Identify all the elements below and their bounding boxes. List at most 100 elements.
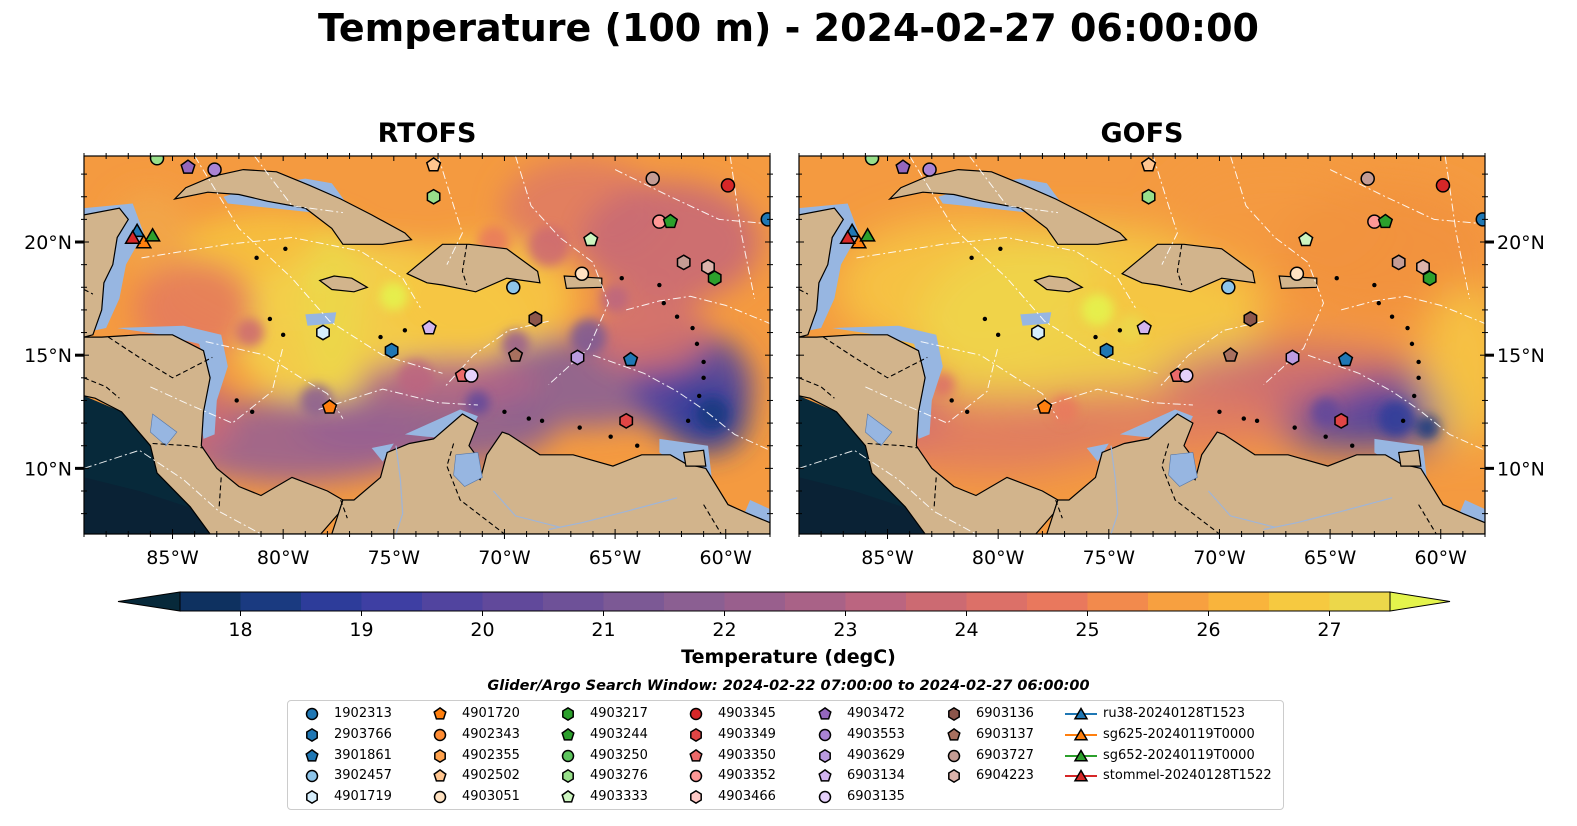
argo-float-marker bbox=[707, 270, 722, 287]
argo-float-marker bbox=[207, 162, 222, 177]
legend-label: 3901861 bbox=[334, 747, 392, 763]
legend-float-marker bbox=[948, 769, 960, 784]
legend-label: 4902502 bbox=[462, 768, 520, 784]
legend-label: 6903727 bbox=[976, 747, 1034, 763]
argo-float-marker bbox=[1222, 347, 1239, 362]
legend-label: 4903250 bbox=[590, 747, 648, 763]
argo-float-marker bbox=[425, 156, 442, 172]
lat-tick-label: 20°N bbox=[1497, 232, 1545, 254]
lat-tick-label: 15°N bbox=[24, 345, 72, 367]
argo-float-marker bbox=[574, 266, 590, 281]
land-yucatan bbox=[84, 207, 130, 338]
argo-float-marker bbox=[583, 231, 599, 247]
argo-float-marker bbox=[645, 171, 660, 186]
legend-float-marker bbox=[818, 728, 832, 742]
legend-float-marker bbox=[305, 748, 319, 762]
glider-marker bbox=[839, 229, 856, 244]
legend-label: 4903051 bbox=[462, 789, 520, 805]
argo-float-marker bbox=[895, 159, 911, 174]
legend-label: 6903137 bbox=[976, 726, 1034, 742]
legend-float-marker bbox=[561, 727, 575, 741]
lon-tick-label: 85°W bbox=[861, 547, 914, 569]
colorbar-segment bbox=[1208, 592, 1270, 611]
lat-tick-label: 20°N bbox=[24, 232, 72, 254]
land-yucatan bbox=[799, 207, 845, 338]
legend-label: sg625-20240119T0000 bbox=[1103, 726, 1255, 742]
legend-glider-marker bbox=[1073, 748, 1089, 762]
legend-label: 4901719 bbox=[334, 789, 392, 805]
land-trinidad bbox=[683, 449, 707, 467]
argo-float-marker bbox=[1036, 399, 1053, 414]
argo-float-marker bbox=[1289, 266, 1305, 281]
land-puertorico bbox=[1278, 275, 1318, 290]
map-content-gofs bbox=[799, 156, 1485, 534]
legend-label: 4903276 bbox=[590, 768, 648, 784]
land-hispaniola bbox=[405, 243, 541, 293]
legend-label: 4903333 bbox=[590, 789, 648, 805]
legend-label: 4903352 bbox=[718, 768, 776, 784]
argo-float-marker bbox=[1416, 258, 1430, 275]
colorbar-segment bbox=[724, 592, 786, 611]
legend-float-marker bbox=[306, 790, 318, 805]
glider-marker bbox=[859, 227, 876, 242]
legend-label: 6903136 bbox=[976, 706, 1034, 721]
legend-glider-marker bbox=[1073, 707, 1089, 720]
legend-float-marker bbox=[819, 748, 831, 763]
legend-label: 4903349 bbox=[718, 726, 776, 742]
land-jamaica bbox=[318, 275, 369, 293]
lon-tick-label: 60°W bbox=[1415, 547, 1468, 569]
legend-float-marker bbox=[561, 790, 575, 803]
argo-float-marker bbox=[1337, 351, 1354, 367]
argo-float-marker bbox=[1221, 280, 1236, 295]
argo-float-marker bbox=[180, 159, 196, 174]
lon-tick-label: 70°W bbox=[478, 547, 531, 569]
colorbar-segment bbox=[1269, 592, 1330, 611]
colorbar-tick-label: 21 bbox=[591, 619, 615, 641]
panel-title-gofs: GOFS bbox=[1100, 118, 1184, 149]
legend-label: 1902313 bbox=[334, 706, 392, 721]
land-central bbox=[799, 334, 1059, 534]
colorbar-segment bbox=[603, 592, 665, 611]
argo-float-marker bbox=[1422, 270, 1437, 287]
colorbar-segment bbox=[906, 592, 967, 611]
legend-float-marker bbox=[306, 727, 318, 742]
legend-float-marker bbox=[433, 790, 447, 804]
argo-float-marker bbox=[149, 156, 165, 166]
colorbar-segment bbox=[845, 592, 907, 611]
legend-float-marker bbox=[433, 728, 447, 742]
legend-glider-marker bbox=[1073, 727, 1089, 741]
argo-float-marker bbox=[1334, 412, 1349, 429]
colorbar-segment bbox=[1148, 592, 1209, 611]
argo-float-marker bbox=[1179, 368, 1194, 383]
glider-marker bbox=[144, 227, 161, 242]
land-puertorico bbox=[563, 275, 603, 290]
legend-label: 4903472 bbox=[847, 706, 905, 721]
colorbar-tick-label: 24 bbox=[954, 619, 978, 641]
legend-label: 4903553 bbox=[847, 726, 905, 742]
colorbar-segment bbox=[482, 592, 544, 611]
land-trinidad bbox=[1398, 449, 1422, 467]
legend-float-marker bbox=[947, 749, 961, 762]
argo-float-marker bbox=[384, 342, 399, 359]
panel-title-rtofs: RTOFS bbox=[377, 118, 477, 149]
colorbar-segment bbox=[966, 592, 1028, 611]
legend-label: sg652-20240119T0000 bbox=[1103, 747, 1255, 763]
map-panel-gofs: 85°W 80°W 75°W 70°W 65°W 60°W 20°N 15°N 10°N bbox=[796, 153, 1545, 569]
colorbar-segment bbox=[361, 592, 423, 611]
legend-float-marker bbox=[689, 748, 703, 762]
lon-tick-label: 85°W bbox=[146, 547, 199, 569]
land-southamerica bbox=[1046, 413, 1485, 534]
colorbar-segment bbox=[301, 592, 362, 611]
search-window-text: Glider/Argo Search Window: 2024-02-22 07… bbox=[487, 678, 1090, 694]
colorbar-tick-label: 26 bbox=[1196, 619, 1220, 641]
legend-label: 4903629 bbox=[847, 747, 905, 763]
legend-float-marker bbox=[562, 769, 574, 784]
colorbar-segment bbox=[240, 592, 302, 611]
colorbar-label: Temperature (degC) bbox=[681, 646, 896, 668]
legend-label: 4902355 bbox=[462, 747, 520, 763]
lon-tick-label: 65°W bbox=[589, 547, 642, 569]
lon-tick-label: 80°W bbox=[972, 547, 1025, 569]
colorbar-under-arrow bbox=[117, 591, 181, 612]
legend-float-marker bbox=[818, 706, 832, 720]
argo-float-marker bbox=[464, 368, 479, 383]
